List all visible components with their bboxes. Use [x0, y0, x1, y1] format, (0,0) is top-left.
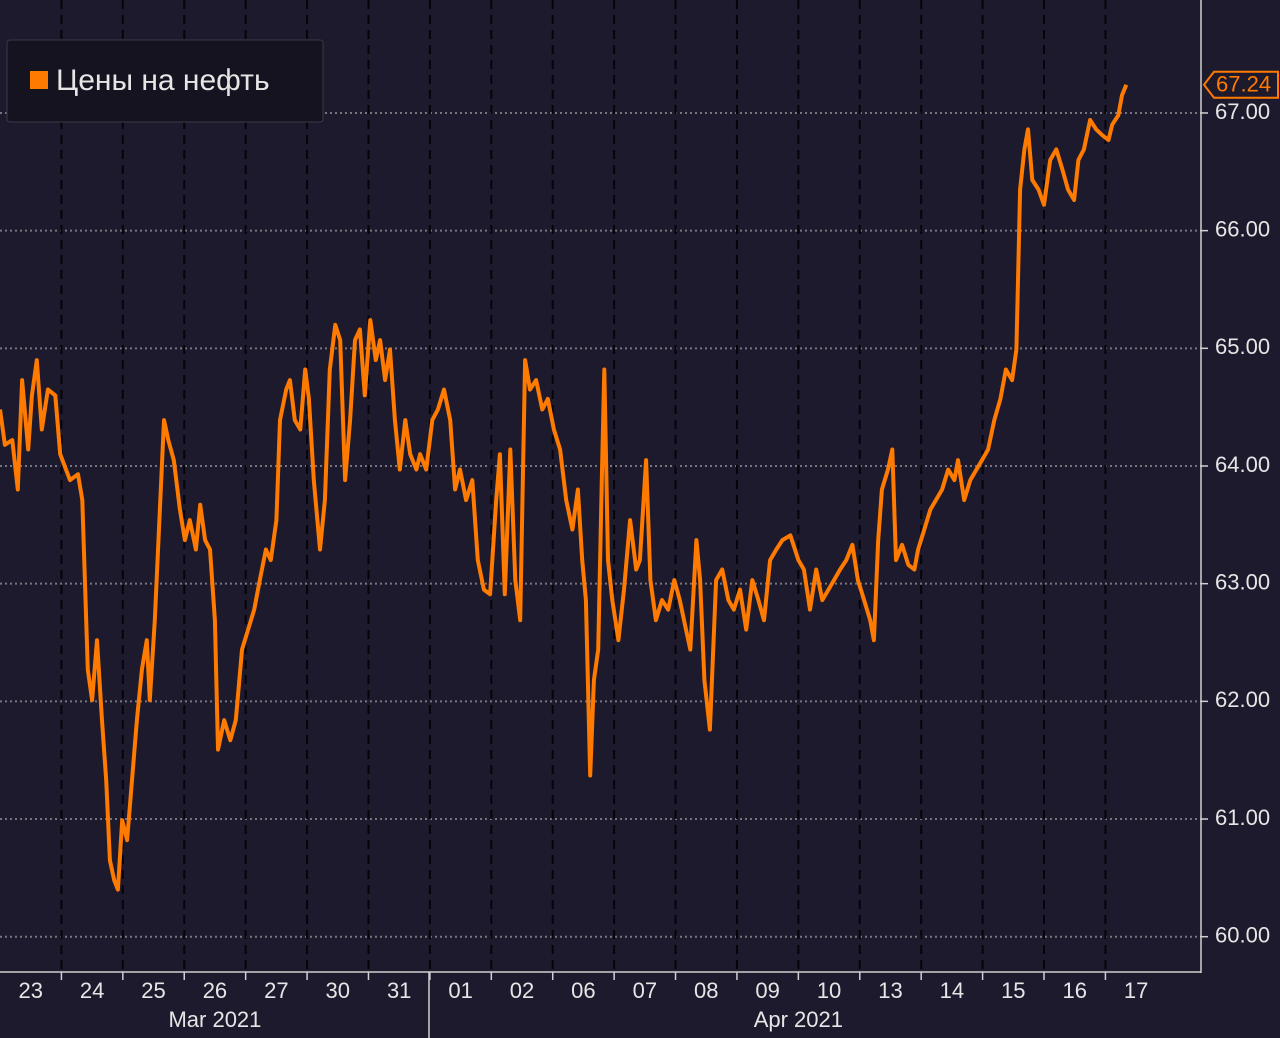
y-tick-label: 67.00: [1215, 99, 1270, 124]
month-label: Mar 2021: [168, 1007, 261, 1032]
y-tick-label: 62.00: [1215, 687, 1270, 712]
y-tick-label: 60.00: [1215, 923, 1270, 948]
x-tick-label: 16: [1062, 978, 1086, 1003]
x-tick-label: 24: [80, 978, 104, 1003]
x-tick-label: 01: [448, 978, 472, 1003]
month-label: Apr 2021: [754, 1007, 843, 1032]
legend: Цены на нефть: [6, 39, 324, 123]
x-tick-label: 07: [633, 978, 657, 1003]
x-tick-label: 27: [264, 978, 288, 1003]
x-tick-label: 25: [141, 978, 165, 1003]
legend-swatch: [30, 71, 48, 89]
x-tick-label: 10: [817, 978, 841, 1003]
x-tick-label: 08: [694, 978, 718, 1003]
plot: [0, 83, 1129, 892]
y-tick-label: 66.00: [1215, 216, 1270, 241]
y-tick-label: 65.00: [1215, 334, 1270, 359]
x-tick-label: 13: [878, 978, 902, 1003]
x-tick-label: 06: [571, 978, 595, 1003]
x-tick-label: 14: [940, 978, 964, 1003]
legend-box: [6, 39, 324, 123]
x-tick-label: 23: [18, 978, 42, 1003]
y-tick-label: 61.00: [1215, 805, 1270, 830]
last-value-label: 67.24: [1216, 72, 1271, 97]
legend-label: Цены на нефть: [56, 64, 270, 97]
x-tick-label: 09: [755, 978, 779, 1003]
grid: [0, 0, 1200, 972]
x-tick-label: 02: [510, 978, 534, 1003]
y-tick-label: 63.00: [1215, 569, 1270, 594]
x-tick-label: 30: [326, 978, 350, 1003]
x-tick-label: 26: [203, 978, 227, 1003]
x-tick-label: 17: [1124, 978, 1148, 1003]
y-tick-label: 64.00: [1215, 452, 1270, 477]
price-line: [0, 83, 1129, 892]
last-value-tag: [1202, 70, 1279, 99]
x-tick-label: 15: [1001, 978, 1025, 1003]
x-tick-label: 31: [387, 978, 411, 1003]
